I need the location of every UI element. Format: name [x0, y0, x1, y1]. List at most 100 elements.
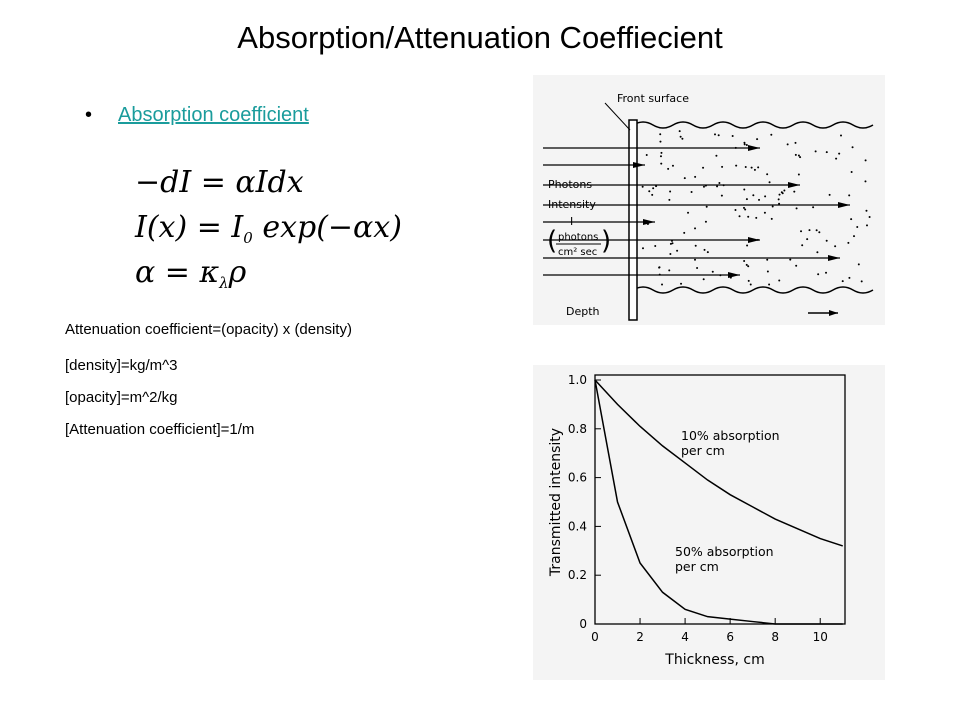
particle [747, 265, 750, 268]
equation-part: ρ [228, 255, 247, 290]
arrowhead [828, 255, 840, 261]
curve-label: 10% absorption per cm [681, 428, 780, 458]
particle [860, 280, 863, 283]
particle [768, 181, 771, 184]
particle [716, 185, 719, 188]
particle [755, 216, 758, 219]
particle [768, 283, 771, 286]
particle [795, 207, 798, 210]
particle [865, 209, 868, 212]
diagram-bg [533, 75, 885, 325]
particle [694, 244, 697, 247]
particle [848, 194, 851, 197]
particle [808, 229, 811, 232]
equation: I(x) = I0 exp(−αx) [135, 210, 402, 247]
particle [651, 193, 654, 196]
particle [868, 216, 871, 219]
top-boundary [632, 121, 874, 129]
particle [676, 249, 679, 252]
y-tick-label: 0.8 [568, 422, 587, 436]
note: [density]=kg/m^3 [65, 357, 178, 374]
bottom-boundary [632, 286, 874, 294]
particle [847, 241, 850, 244]
particle [654, 244, 657, 247]
equation-part: −dI = αIdx [135, 165, 304, 200]
particle [778, 202, 781, 205]
particle [743, 259, 746, 262]
particle [706, 251, 709, 254]
x-tick-label: 10 [813, 630, 828, 644]
particle [771, 205, 774, 208]
particle [817, 273, 820, 276]
particle [793, 190, 796, 193]
particle [806, 238, 809, 241]
particle [743, 188, 746, 191]
particle [667, 167, 670, 170]
y-tick-label: 0.2 [568, 568, 587, 582]
note: Attenuation coefficient=(opacity) x (den… [65, 321, 352, 338]
particle [766, 173, 769, 176]
particle [864, 159, 867, 162]
bullet-dot: • [85, 104, 93, 126]
y-tick-label: 0 [579, 617, 587, 631]
particle [641, 185, 644, 188]
particle [783, 189, 786, 192]
chart-bg [533, 365, 885, 680]
particle [753, 168, 756, 171]
x-axis-label: Thickness, cm [664, 652, 764, 668]
particle [853, 235, 856, 238]
particle [757, 166, 760, 169]
series-line [594, 379, 843, 547]
series-line [594, 379, 843, 625]
particle [750, 166, 753, 169]
particle [715, 154, 718, 157]
particle [758, 198, 761, 201]
particle [694, 175, 697, 178]
particle [711, 270, 714, 273]
particle [694, 227, 697, 230]
x-tick-label: 6 [726, 630, 734, 644]
x-tick-label: 2 [636, 630, 644, 644]
photon-arrows [543, 145, 850, 278]
particle [659, 133, 662, 136]
particle [702, 185, 705, 188]
particle [828, 193, 831, 196]
particle [835, 157, 838, 160]
particle [749, 283, 752, 286]
particle [659, 140, 662, 143]
particle [814, 150, 817, 153]
particle [745, 143, 748, 146]
particle [731, 134, 734, 137]
particle [687, 211, 690, 214]
depth-arrowhead [829, 310, 838, 316]
particle [766, 270, 769, 273]
particle [789, 258, 792, 261]
particle [850, 170, 853, 173]
particle [825, 271, 828, 274]
particle [718, 182, 721, 185]
particle [856, 225, 859, 228]
particle [645, 153, 648, 156]
particle [812, 206, 815, 209]
particle [742, 206, 745, 209]
x-tick-label: 0 [591, 630, 599, 644]
y-tick-label: 0.6 [568, 471, 587, 485]
equation-part: α = κ [135, 255, 220, 290]
particle [744, 208, 747, 211]
particle [763, 211, 766, 214]
particle [743, 141, 746, 144]
particle [694, 258, 697, 261]
particle [800, 230, 803, 233]
bullet-link[interactable]: Absorption coefficient [118, 104, 309, 126]
particle [696, 267, 699, 270]
equation-part: I(x) = I [135, 210, 244, 245]
x-tick-label: 4 [681, 630, 689, 644]
arrowhead [643, 219, 655, 225]
particle [815, 229, 818, 232]
particle [799, 156, 802, 159]
particle [745, 263, 748, 266]
particle [794, 153, 797, 156]
particle [794, 141, 797, 144]
particle [705, 205, 708, 208]
particle [838, 152, 841, 155]
